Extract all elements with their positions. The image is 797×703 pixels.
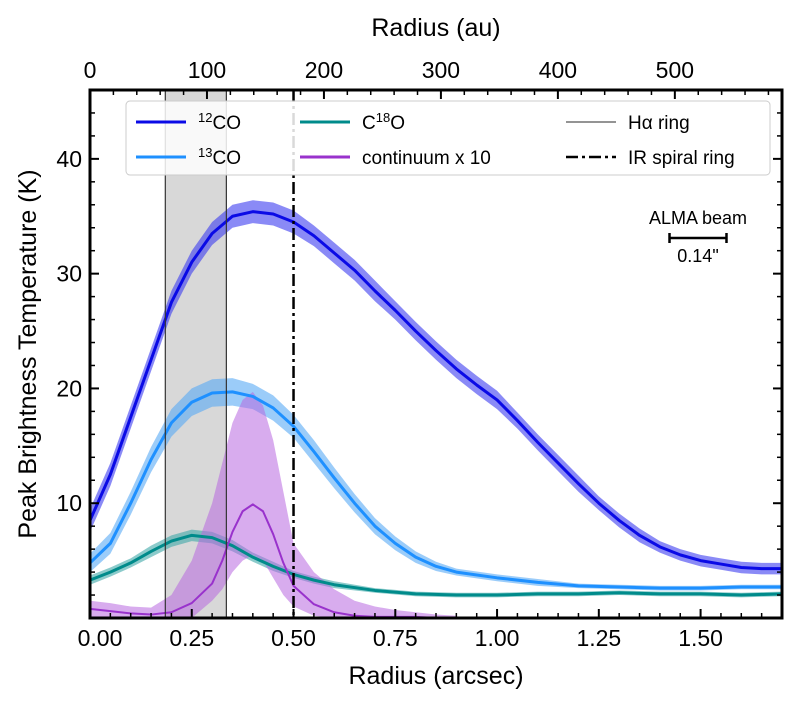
line-12co [90, 210, 782, 571]
legend-label: continuum x 10 [362, 148, 491, 169]
plot-area: 12CO 13CO C18O continuum x 10 Hα ring IR spir… [88, 88, 784, 620]
legend-label: IR spiral ring [628, 148, 735, 169]
x-tick-label: 0.25 [169, 625, 214, 651]
x2-tick-label: 400 [539, 57, 577, 83]
y-axis-title: Peak Brightness Temperature (K) [14, 169, 42, 538]
plot-frame [88, 88, 784, 620]
band-continuum-x-10 [90, 391, 457, 618]
legend: 12CO 13CO C18O continuum x 10 Hα ring IR spir… [125, 100, 771, 176]
y-tick-label: 30 [56, 261, 82, 287]
legend-label: 12CO [198, 110, 241, 134]
y-tick-label: 10 [56, 490, 82, 516]
line-c18o [90, 533, 782, 597]
alma-beam-indicator: ALMA beam 0.14" [649, 208, 747, 266]
x2-tick-label: 0 [84, 57, 97, 83]
x-tick-label: 1.00 [475, 625, 520, 651]
y-tick-label: 40 [56, 146, 82, 172]
x-tick-label: 1.25 [576, 625, 621, 651]
x2-tick-label: 200 [305, 57, 343, 83]
legend-label: Hα ring [628, 113, 690, 134]
uncertainty-bands [90, 200, 782, 618]
x2-tick-label: 500 [656, 57, 694, 83]
x-axis-title: Radius (arcsec) [348, 662, 523, 690]
series-lines [90, 210, 782, 618]
legend-label: 13CO [198, 145, 241, 169]
x-tick-label: 1.50 [678, 625, 723, 651]
legend-box [125, 100, 771, 176]
x2-tick-label: 300 [422, 57, 460, 83]
top-axis-title: Radius (au) [371, 14, 500, 42]
line-13co [90, 390, 782, 590]
x-axis-tick-labels: 0.00 0.25 0.50 0.75 1.00 1.25 1.50 [78, 625, 723, 651]
top-axis-tick-labels: 0 100 200 300 400 500 [84, 57, 694, 83]
legend-label: C18O [362, 110, 405, 134]
x2-tick-label: 100 [188, 57, 226, 83]
x-tick-label: 0.75 [373, 625, 418, 651]
y-tick-label: 20 [56, 375, 82, 401]
beam-label: ALMA beam [649, 208, 747, 228]
x-tick-label: 0.00 [78, 625, 123, 651]
beam-size-label: 0.14" [677, 246, 718, 266]
y-axis-tick-labels: 10 20 30 40 [56, 146, 82, 516]
reference-lines [164, 90, 295, 618]
x-tick-label: 0.50 [271, 625, 316, 651]
